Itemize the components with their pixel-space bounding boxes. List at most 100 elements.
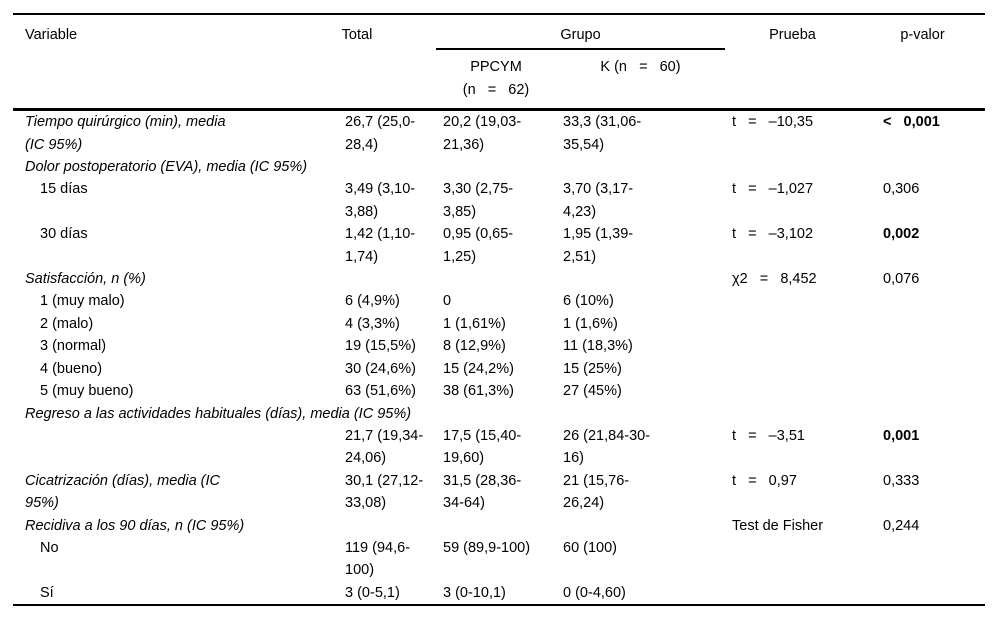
cell-total: 21,7 (19,34- 24,06): [345, 427, 424, 467]
table-row: Regreso a las actividades habituales (dí…: [13, 403, 985, 425]
cell-pvalor: 0,306: [883, 181, 920, 198]
cell-k: 1,95 (1,39- 2,51): [563, 226, 634, 265]
table-row: Satisfacción, n (%) χ2 = 8,452 0,076: [13, 268, 985, 290]
table-body: Tiempo quirúrgico (min), media (IC 95%) 2…: [13, 110, 985, 605]
cell-total: 19 (15,5%): [345, 338, 416, 355]
row-label: No: [40, 539, 59, 556]
table-row: Recidiva a los 90 días, n (IC 95%) Test d…: [13, 515, 985, 537]
table-row: 1 (muy malo) 6 (4,9%) 0 6 (10%): [13, 290, 985, 312]
table-row: 2 (malo) 4 (3,3%) 1 (1,61%) 1 (1,6%): [13, 313, 985, 335]
cell-pvalor: 0,076: [883, 271, 920, 288]
column-header-k: K (n = 60): [600, 59, 681, 76]
row-label: Sí: [40, 584, 54, 601]
cell-total: 119 (94,6- 100): [345, 539, 411, 579]
row-label: 15 días: [40, 181, 88, 198]
row-label: Tiempo quirúrgico (min), media (IC 95%): [25, 114, 226, 153]
cell-total: 6 (4,9%): [345, 293, 400, 310]
cell-prueba: [725, 380, 860, 402]
cell-prueba: t = 0,97: [732, 472, 797, 489]
column-header-grupo: Grupo: [436, 14, 725, 51]
table-row: 21,7 (19,34- 24,06) 17,5 (15,40- 19,60) 26…: [13, 425, 985, 470]
cell-ppcym: 8 (12,9%): [443, 338, 506, 355]
column-header-ppcym: PPCYM (n = 62): [462, 59, 530, 98]
cell-ppcym: 3,30 (2,75- 3,85): [443, 181, 514, 220]
cell-prueba: [725, 403, 860, 425]
row-label: [13, 425, 333, 470]
table-row: Cicatrización (días), media (IC 95%) 30,1…: [13, 470, 985, 515]
table-row: 30 días 1,42 (1,10- 1,74) 0,95 (0,65- 1,25…: [13, 223, 985, 268]
column-header-pvalor: p-valor: [900, 27, 945, 43]
cell-total: 63 (51,6%): [345, 383, 416, 400]
table-row: 3 (normal) 19 (15,5%) 8 (12,9%) 11 (18,3%): [13, 335, 985, 357]
cell-pvalor: 0,333: [883, 472, 920, 489]
cell-total: 30 (24,6%): [345, 360, 416, 377]
cell-pvalor: [860, 313, 985, 335]
cell-ppcym: 0,95 (0,65- 1,25): [443, 226, 514, 265]
cell-total: 30,1 (27,12- 33,08): [345, 472, 424, 512]
column-header-variable: Variable: [25, 27, 78, 43]
cell-prueba: t = –10,35: [732, 114, 814, 131]
cell-k: 27 (45%): [563, 383, 622, 400]
cell-prueba: [725, 290, 860, 312]
cell-ppcym: 31,5 (28,36- 34-64): [443, 472, 522, 512]
column-header-prueba: Prueba: [769, 27, 816, 43]
header-row-1: Variable Total Grupo Prueba p-valor: [13, 14, 985, 51]
cell-ppcym: 1 (1,61%): [443, 315, 506, 332]
cell-prueba: t = –1,027: [732, 181, 814, 198]
cell-k: 0 (0-4,60): [563, 584, 626, 601]
column-header-total: Total: [341, 27, 373, 43]
cell-pvalor: [860, 403, 985, 425]
cell-prueba: [725, 156, 860, 178]
cell-pvalor: [860, 380, 985, 402]
cell-pvalor: < 0,001: [883, 114, 940, 131]
row-label: 30 días: [40, 226, 88, 243]
row-label: Cicatrización (días), media (IC 95%): [25, 472, 220, 512]
row-label: 4 (bueno): [40, 360, 103, 377]
table-header: Variable Total Grupo Prueba p-valor PPCY…: [13, 14, 985, 110]
row-label: Regreso a las actividades habituales (dí…: [25, 405, 412, 422]
row-label: Recidiva a los 90 días, n (IC 95%): [25, 517, 245, 534]
cell-prueba: [725, 313, 860, 335]
cell-k: 21 (15,76- 26,24): [563, 472, 630, 512]
row-label: 5 (muy bueno): [40, 383, 134, 400]
row-label: Satisfacción, n (%): [25, 271, 146, 288]
cell-total: 3 (0-5,1): [345, 584, 400, 601]
cell-ppcym: 0: [443, 293, 452, 310]
cell-ppcym: 20,2 (19,03- 21,36): [443, 114, 522, 153]
cell-prueba: [725, 335, 860, 357]
row-label: 1 (muy malo): [40, 293, 125, 310]
cell-k: 60 (100): [563, 539, 618, 556]
cell-pvalor: 0,244: [883, 517, 920, 534]
table-row: 5 (muy bueno) 63 (51,6%) 38 (61,3%) 27 (45%…: [13, 380, 985, 402]
cell-k: 6 (10%): [563, 293, 614, 310]
cell-pvalor: [860, 358, 985, 380]
cell-total: 3,49 (3,10- 3,88): [345, 181, 416, 220]
cell-pvalor: [860, 537, 985, 582]
table-row: Sí 3 (0-5,1) 3 (0-10,1) 0 (0-4,60): [13, 582, 985, 605]
cell-pvalor: [860, 582, 985, 605]
table-row: Dolor postoperatorio (EVA), media (IC 95…: [13, 156, 985, 178]
cell-pvalor: [860, 290, 985, 312]
cell-prueba: [725, 358, 860, 380]
cell-pvalor: [860, 335, 985, 357]
cell-prueba: [725, 537, 860, 582]
cell-k: 3,70 (3,17- 4,23): [563, 181, 634, 220]
cell-total: 4 (3,3%): [345, 315, 400, 332]
cell-k: 15 (25%): [563, 360, 622, 377]
cell-prueba: t = –3,102: [732, 226, 814, 243]
cell-ppcym: 3 (0-10,1): [443, 584, 506, 601]
header-row-2: PPCYM (n = 62) K (n = 60): [13, 49, 985, 109]
row-label: 2 (malo): [40, 315, 94, 332]
cell-k: 11 (18,3%): [563, 338, 633, 355]
row-label: Dolor postoperatorio (EVA), media (IC 95…: [25, 159, 308, 176]
cell-prueba: Test de Fisher: [732, 517, 824, 534]
cell-pvalor: 0,002: [883, 226, 920, 243]
cell-k: 33,3 (31,06- 35,54): [563, 114, 642, 153]
cell-total: 1,42 (1,10- 1,74): [345, 226, 416, 265]
table-row: Tiempo quirúrgico (min), media (IC 95%) 2…: [13, 110, 985, 156]
cell-pvalor: [860, 156, 985, 178]
cell-k: 1 (1,6%): [563, 315, 618, 332]
cell-ppcym: 59 (89,9-100): [443, 539, 531, 556]
cell-ppcym: 38 (61,3%): [443, 383, 514, 400]
